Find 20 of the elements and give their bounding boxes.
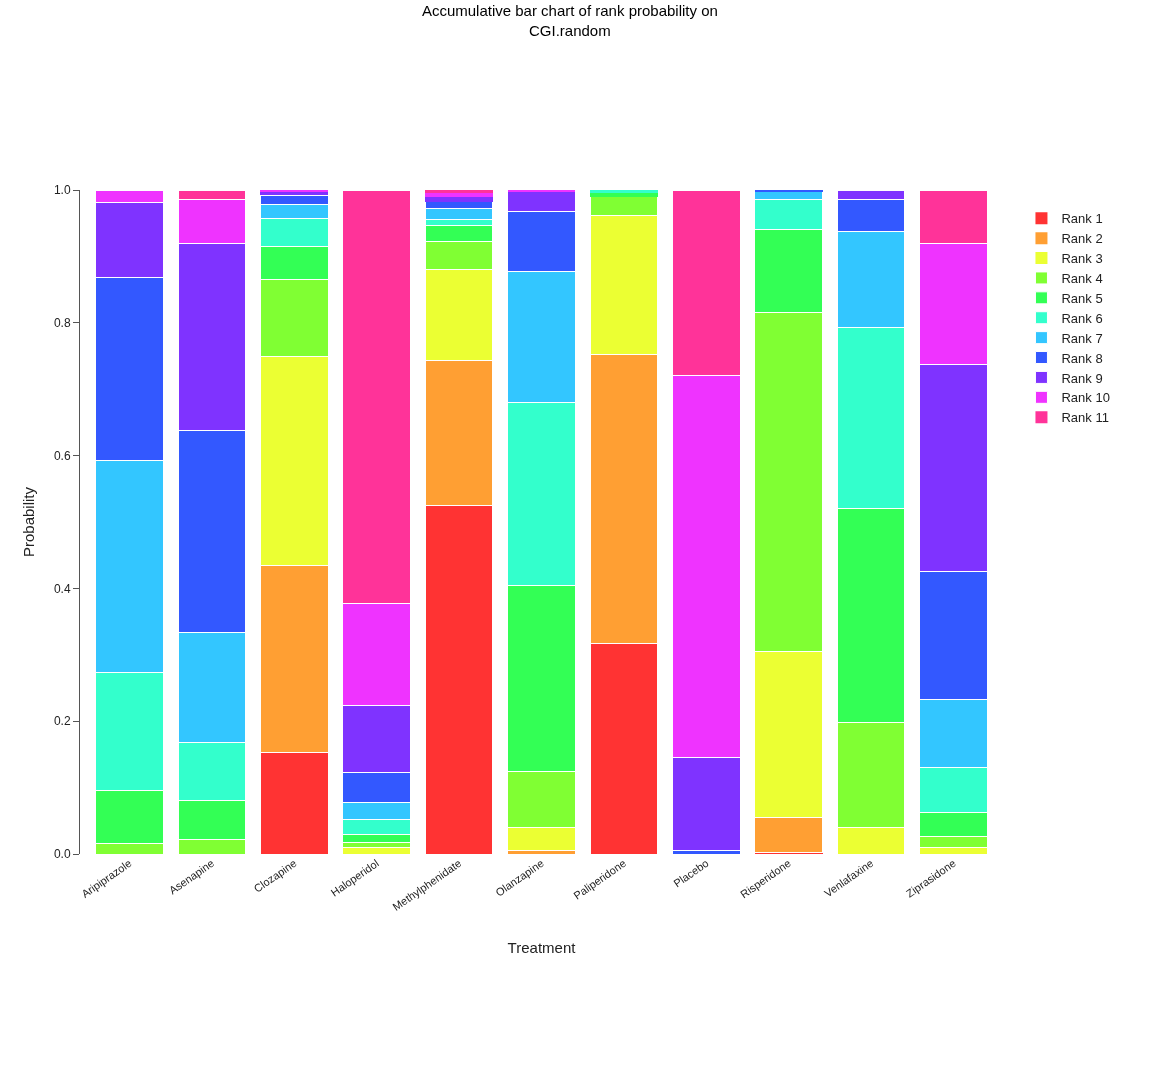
y-tick-label: 1.0 — [53, 183, 71, 198]
legend-label: Rank 4 — [1061, 271, 1103, 286]
legend-label: Rank 7 — [1061, 330, 1103, 346]
legend-label: Rank 5 — [1061, 290, 1103, 306]
legend-label: Rank 8 — [1061, 350, 1103, 366]
y-tick-label: 0.8 — [53, 316, 71, 330]
y-tick-label: 0.2 — [53, 714, 71, 729]
legend-label: Rank 3 — [1061, 251, 1103, 267]
y-tick-label: 0.4 — [53, 581, 71, 596]
legend-label: Rank 2 — [1061, 231, 1103, 247]
chart-title: Accumulative bar chart of rank probability on CGI.random — [421, 2, 718, 39]
y-tick-label: 0.6 — [53, 448, 71, 463]
legend-label: Rank 6 — [1061, 310, 1103, 326]
legend-label: Rank 10 — [1061, 390, 1110, 406]
legend-label: Rank 1 — [1061, 211, 1103, 227]
y-tick-label: 0.0 — [53, 847, 71, 862]
legend-label: Rank 11 — [1061, 410, 1109, 426]
y-axis-title: Probability — [20, 486, 38, 558]
legend-label: Rank 9 — [1061, 370, 1103, 386]
x-axis-title: Treatment — [507, 938, 577, 956]
